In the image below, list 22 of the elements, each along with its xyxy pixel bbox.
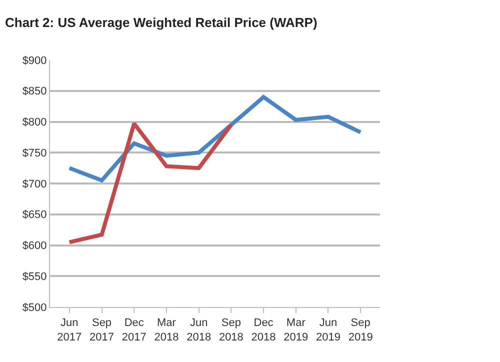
x-tick-label: Dec 2017 <box>122 317 146 344</box>
line-series <box>67 95 363 182</box>
x-tick-label: Dec 2018 <box>251 317 276 344</box>
x-tick-label: Jun 2018 <box>186 317 212 344</box>
y-tick-label: $600 <box>22 240 47 252</box>
y-tick-label: $500 <box>22 302 47 314</box>
y-tick-label: $550 <box>22 270 47 283</box>
line-series <box>67 122 234 244</box>
x-tick-label: Sep 2018 <box>218 317 244 344</box>
y-tick-label: $700 <box>22 178 47 190</box>
x-tick-label: Mar 2018 <box>154 317 179 344</box>
chart-title: Chart 2: US Average Weighted Retail Price (WARP) <box>5 15 318 30</box>
y-tick-label: $750 <box>22 147 47 160</box>
x-tick-label: Sep 2017 <box>90 317 114 344</box>
y-tick-label: $800 <box>22 116 47 129</box>
y-tick-label: $650 <box>22 209 47 222</box>
x-tick-label: Jun 2017 <box>57 317 82 344</box>
y-tick-label: $850 <box>22 86 47 98</box>
x-tick-label: Sep 2019 <box>348 317 373 344</box>
x-tick-label: Mar 2019 <box>284 317 308 344</box>
x-tick-label: Jun 2019 <box>316 317 340 344</box>
y-tick-label: $900 <box>22 54 47 67</box>
